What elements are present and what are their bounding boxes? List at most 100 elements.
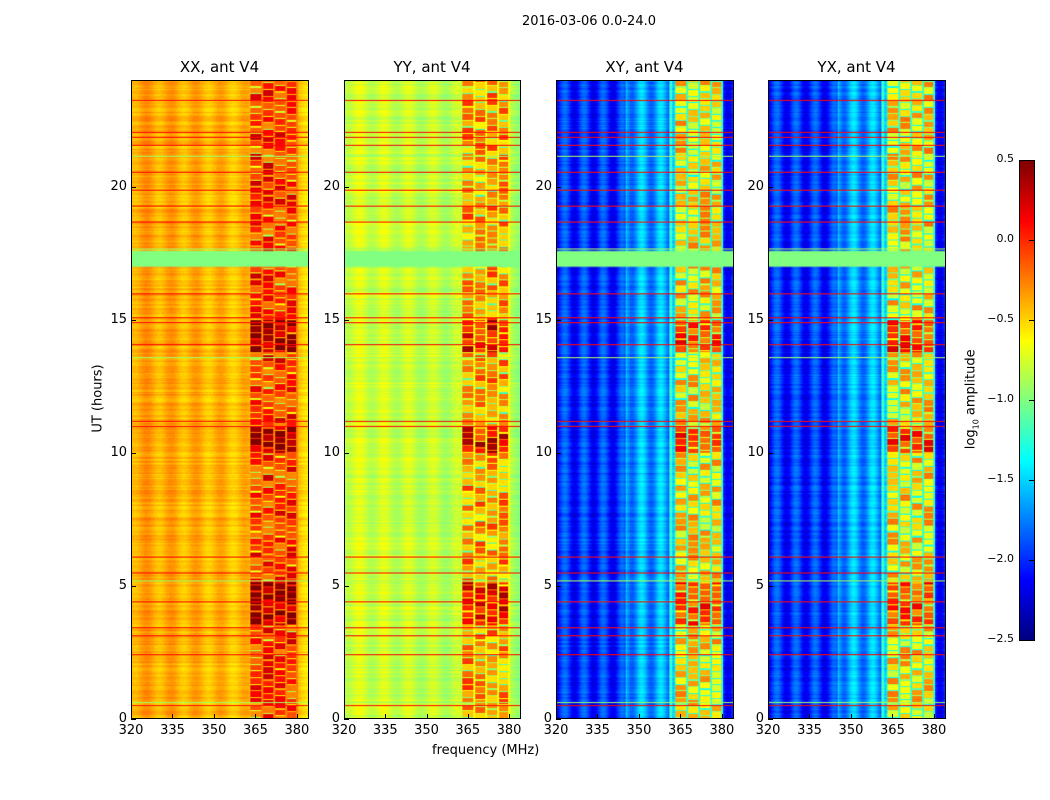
y-tick-label: 0 — [755, 711, 764, 726]
y-tick-label: 15 — [323, 311, 340, 327]
y-tick — [344, 319, 349, 321]
y-tick — [556, 719, 561, 720]
x-tick — [768, 714, 769, 719]
heatmap-panel-xy — [556, 80, 734, 719]
y-tick-label: 0 — [331, 711, 340, 726]
x-tick-label: 365 — [668, 723, 693, 738]
x-tick — [213, 714, 215, 719]
colorbar-tick — [1029, 240, 1034, 241]
y-tick — [556, 186, 561, 188]
y-tick — [131, 585, 136, 587]
colorbar-tick-label: −1.5 — [987, 472, 1014, 485]
y-tick — [131, 452, 136, 454]
y-tick-label: 10 — [110, 444, 127, 460]
x-tick — [509, 714, 510, 719]
heatmap-xy — [557, 81, 733, 718]
y-tick — [768, 319, 773, 321]
x-tick — [131, 714, 132, 719]
x-tick-label: 380 — [709, 723, 735, 738]
x-tick — [850, 714, 852, 719]
colorbar-tick — [1029, 640, 1034, 641]
y-tick-label: 20 — [323, 178, 340, 194]
y-tick-label: 5 — [755, 577, 764, 593]
panel-title-xy: XY, ant V4 — [605, 58, 684, 76]
x-tick — [385, 714, 387, 719]
colorbar-tick-label: −0.5 — [987, 312, 1014, 325]
colorbar-tick — [1029, 160, 1034, 161]
x-tick — [172, 714, 174, 719]
y-tick-label: 10 — [535, 444, 552, 460]
y-tick-label: 15 — [747, 311, 764, 327]
x-tick — [809, 714, 811, 719]
y-tick-label: 10 — [747, 444, 764, 460]
y-tick-label: 0 — [543, 711, 552, 726]
heatmap-yy — [345, 81, 520, 718]
y-tick-label: 5 — [331, 577, 340, 593]
x-tick-label: 350 — [414, 723, 439, 738]
colorbar-tick-label: 0.5 — [996, 152, 1015, 165]
x-tick — [467, 714, 469, 719]
x-tick-label: 320 — [331, 723, 357, 738]
heatmap-panel-yx — [768, 80, 946, 719]
colorbar-tick — [1029, 560, 1034, 561]
panel-title-xx: XX, ant V4 — [179, 58, 260, 76]
x-tick-label: 335 — [797, 723, 822, 738]
colorbar-tick — [1029, 480, 1034, 481]
x-tick — [680, 714, 682, 719]
y-tick-label: 20 — [535, 178, 552, 194]
x-tick-label: 350 — [626, 723, 652, 738]
y-tick-label: 10 — [323, 444, 340, 460]
colorbar — [1019, 160, 1035, 641]
colorbar-tick — [1029, 400, 1034, 401]
x-tick-label: 380 — [284, 723, 310, 738]
y-tick-label: 5 — [118, 577, 127, 593]
x-tick — [255, 714, 257, 719]
heatmap-xx — [132, 81, 308, 718]
y-tick — [768, 452, 773, 454]
y-tick — [556, 319, 561, 321]
x-tick-label: 365 — [880, 723, 905, 738]
y-tick — [344, 719, 349, 720]
y-tick — [556, 585, 561, 587]
heatmap-yx — [769, 81, 945, 718]
panel-title-yx: YX, ant V4 — [817, 58, 896, 76]
y-tick-label: 15 — [535, 311, 552, 327]
y-tick — [344, 186, 349, 188]
colorbar-tick — [1029, 320, 1034, 321]
x-tick-label: 380 — [496, 723, 522, 738]
x-tick-label: 320 — [118, 723, 144, 738]
y-tick-label: 15 — [110, 311, 127, 327]
y-tick — [556, 452, 561, 454]
x-tick — [933, 714, 935, 719]
y-tick-label: 20 — [747, 178, 764, 194]
colorbar-label-sub: 10 — [971, 419, 981, 430]
x-axis-label: frequency (MHz) — [432, 743, 540, 758]
heatmap-panel-xx — [131, 80, 309, 719]
heatmap-panel-yy — [344, 80, 521, 719]
colorbar-tick-label: −1.0 — [987, 392, 1014, 405]
x-tick — [296, 714, 298, 719]
y-axis-label: UT (hours) — [90, 364, 106, 433]
panel-title-yy: YY, ant V4 — [393, 58, 471, 76]
x-tick-label: 350 — [201, 723, 227, 738]
x-tick — [892, 714, 894, 719]
x-tick-label: 335 — [585, 723, 610, 738]
x-tick-label: 350 — [838, 723, 864, 738]
colorbar-tick-label: −2.5 — [987, 632, 1014, 645]
y-tick-label: 5 — [543, 577, 552, 593]
colorbar-tick-label: −2.0 — [987, 552, 1014, 565]
x-tick — [556, 714, 557, 719]
y-tick-label: 20 — [110, 178, 127, 194]
x-tick — [597, 714, 599, 719]
x-tick-label: 335 — [372, 723, 398, 738]
y-tick — [768, 719, 773, 720]
x-tick — [721, 714, 723, 719]
x-tick-label: 365 — [243, 723, 268, 738]
figure-title: 2016-03-06 0.0-24.0 — [522, 14, 656, 29]
x-tick — [638, 714, 640, 719]
x-tick-label: 365 — [455, 723, 481, 738]
x-tick-label: 335 — [160, 723, 185, 738]
colorbar-label-log: log — [963, 429, 979, 450]
y-tick — [344, 452, 349, 454]
